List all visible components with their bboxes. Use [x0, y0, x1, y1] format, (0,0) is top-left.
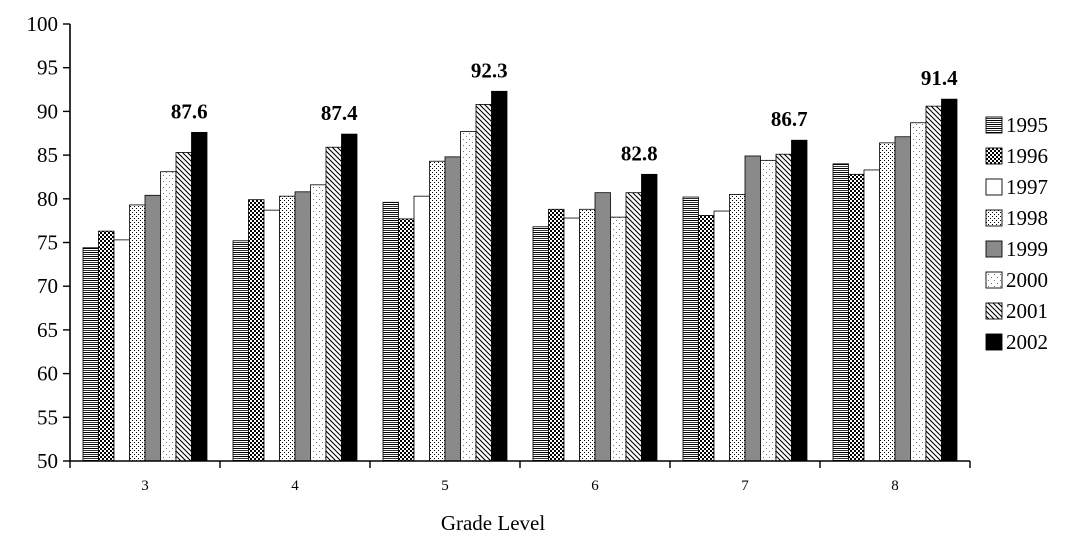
bar-1996-grade-4	[248, 199, 265, 462]
legend-label-2001: 2001	[1006, 299, 1048, 323]
bars-layer	[82, 90, 958, 462]
bar-1997-grade-8	[863, 169, 880, 462]
bar-1997-grade-3	[113, 239, 130, 462]
bar-1998-grade-8	[879, 142, 896, 462]
bar-1997-grade-5	[413, 195, 430, 462]
legend-swatch-2001	[985, 302, 1003, 320]
bar-1999-grade-5	[444, 156, 461, 462]
bar-1996-grade-7	[698, 215, 715, 462]
legend-label-2000: 2000	[1006, 268, 1048, 292]
data-label-grade-6: 82.8	[621, 141, 658, 165]
y-tick-label-85: 85	[37, 143, 58, 167]
bar-2001-grade-5	[475, 104, 492, 462]
bar-2000-grade-4	[310, 184, 327, 462]
bar-1995-grade-8	[832, 163, 849, 462]
bar-2002-grade-4	[341, 133, 358, 462]
bar-2001-grade-3	[175, 152, 192, 462]
bar-1996-grade-8	[848, 173, 865, 462]
bar-2001-grade-6	[625, 192, 642, 462]
bar-2000-grade-7	[760, 159, 777, 462]
bar-2002-grade-6	[641, 173, 658, 462]
legend-swatch-1999	[985, 240, 1003, 258]
bar-2002-grade-7	[791, 139, 808, 462]
data-label-grade-8: 91.4	[921, 66, 958, 90]
data-label-grade-3: 87.6	[171, 99, 208, 123]
legend: 1995 1996 1997 1998 1999 2000 2001 2002	[985, 113, 1048, 354]
bar-1995-grade-6	[532, 226, 549, 462]
bar-2001-grade-7	[775, 153, 792, 462]
y-tick-label-80: 80	[37, 187, 58, 211]
x-tick-label-3: 3	[141, 478, 149, 494]
legend-swatch-2000	[985, 271, 1003, 289]
bar-1998-grade-6	[579, 208, 596, 462]
x-tick-label-8: 8	[891, 478, 899, 494]
bar-1995-grade-3	[82, 247, 99, 462]
x-tick-label-5: 5	[441, 478, 449, 494]
bar-1999-grade-8	[894, 136, 911, 462]
legend-swatch-2002	[985, 333, 1003, 351]
bar-2000-grade-5	[460, 131, 477, 462]
bar-1999-grade-3	[144, 194, 161, 462]
y-tick-label-55: 55	[37, 405, 58, 429]
bar-1997-grade-7	[713, 210, 730, 462]
bar-2001-grade-4	[325, 146, 342, 462]
y-tick-label-100: 100	[27, 12, 59, 36]
bar-1995-grade-7	[682, 196, 699, 462]
y-tick-label-70: 70	[37, 274, 58, 298]
bar-1998-grade-4	[279, 195, 296, 462]
legend-label-1997: 1997	[1006, 175, 1048, 199]
legend-swatch-1995	[985, 116, 1003, 134]
bar-1997-grade-4	[263, 209, 280, 462]
y-tick-label-65: 65	[37, 318, 58, 342]
bar-2000-grade-3	[160, 171, 177, 462]
axes-layer: 50 55 60 65 70 75 80 85 90 95 100 3 4 5 6 7 8	[27, 12, 971, 494]
bar-1998-grade-7	[729, 194, 746, 462]
legend-swatch-1998	[985, 209, 1003, 227]
x-tick-label-4: 4	[291, 478, 299, 494]
bar-1997-grade-6	[563, 217, 580, 462]
labels-layer: 87.6 87.4 92.3 82.8 86.7 91.4	[171, 58, 958, 165]
legend-swatch-1996	[985, 147, 1003, 165]
y-tick-label-50: 50	[37, 449, 58, 473]
bar-1996-grade-6	[548, 208, 565, 462]
bar-1995-grade-4	[232, 240, 249, 462]
legend-label-1998: 1998	[1006, 206, 1048, 230]
y-tick-label-60: 60	[37, 362, 58, 386]
bar-2002-grade-3	[191, 131, 208, 462]
y-tick-label-75: 75	[37, 231, 58, 255]
legend-label-1999: 1999	[1006, 237, 1048, 261]
bar-1996-grade-5	[398, 218, 415, 462]
y-tick-label-95: 95	[37, 56, 58, 80]
bar-2000-grade-6	[610, 216, 627, 462]
bar-1998-grade-5	[429, 160, 446, 462]
data-label-grade-7: 86.7	[771, 107, 808, 131]
bar-1998-grade-3	[129, 204, 146, 462]
legend-label-1996: 1996	[1006, 144, 1048, 168]
x-tick-label-7: 7	[741, 478, 749, 494]
data-label-grade-4: 87.4	[321, 101, 358, 125]
data-label-grade-5: 92.3	[471, 58, 508, 82]
bar-2002-grade-5	[491, 90, 508, 462]
bar-1999-grade-7	[744, 155, 761, 462]
x-axis-title: Grade Level	[441, 511, 546, 535]
bar-1996-grade-3	[98, 230, 115, 462]
bar-2002-grade-8	[941, 98, 958, 462]
bar-2000-grade-8	[910, 122, 927, 462]
bar-1999-grade-4	[294, 191, 311, 462]
bar-1995-grade-5	[382, 201, 399, 462]
x-tick-label-6: 6	[591, 478, 599, 494]
legend-label-2002: 2002	[1006, 330, 1048, 354]
legend-swatch-1997	[985, 178, 1003, 196]
bar-2001-grade-8	[925, 105, 942, 462]
legend-label-1995: 1995	[1006, 113, 1048, 137]
bar-1999-grade-6	[594, 192, 611, 462]
y-tick-label-90: 90	[37, 99, 58, 123]
